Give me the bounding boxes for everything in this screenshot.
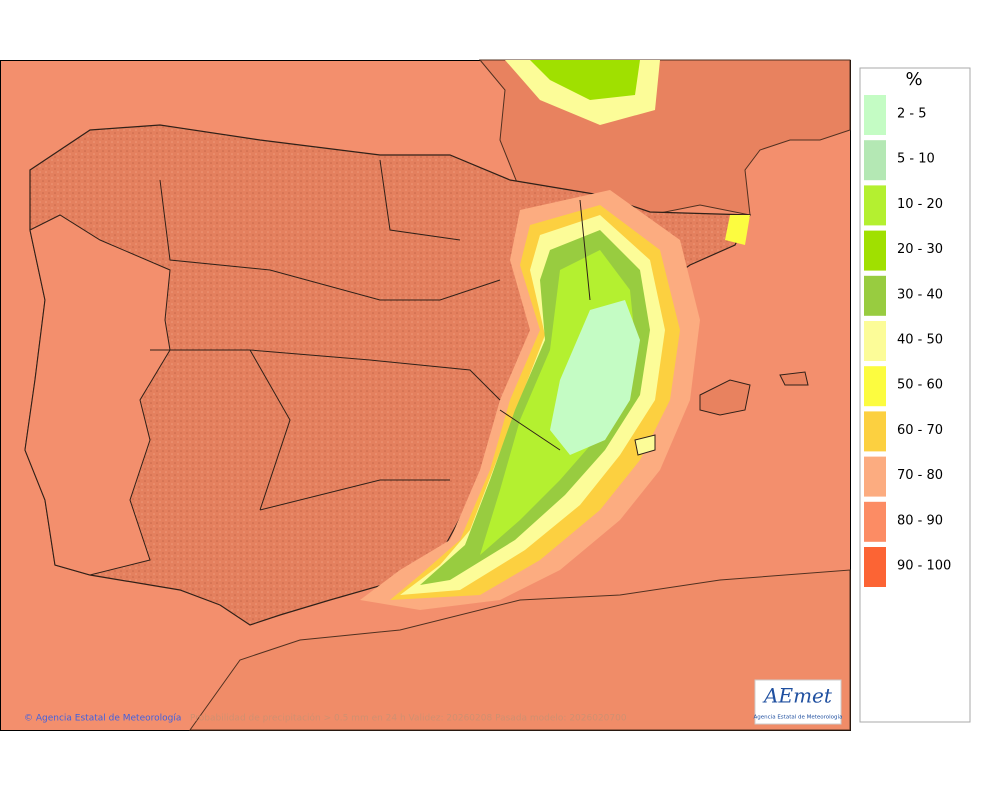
legend-label: 70 - 80 <box>897 468 943 483</box>
legend-swatch <box>864 275 886 316</box>
legend-swatch <box>864 321 886 361</box>
legend-title: % <box>905 69 922 90</box>
legend-label: 40 - 50 <box>897 333 943 348</box>
band-ne <box>725 215 750 245</box>
legend-swatch <box>864 230 886 271</box>
legend-swatch <box>864 366 886 407</box>
region-borders <box>150 159 591 511</box>
legend: % 2 - 5 5 - 10 10 - 20 20 - 30 30 - 40 40 - 5… <box>859 67 971 723</box>
mallorca <box>699 379 751 416</box>
logo-box <box>754 679 842 725</box>
ibiza <box>634 434 656 456</box>
portugal <box>24 214 171 576</box>
logo-subtitle: Agencia Estatal de Meteorología <box>754 714 843 721</box>
legend-swatch <box>864 501 886 542</box>
credit: © Agencia Estatal de Meteorología <box>24 714 181 724</box>
menorca <box>779 371 809 386</box>
legend-swatch <box>864 456 886 497</box>
legend-label: 60 - 70 <box>897 423 943 438</box>
logo-name: AEmet <box>762 684 833 708</box>
legend-swatch <box>864 547 886 587</box>
legend-swatch <box>864 411 886 452</box>
legend-label: 90 - 100 <box>897 559 951 574</box>
legend-label: 10 - 20 <box>897 197 943 212</box>
legend-label: 5 - 10 <box>897 152 935 167</box>
legend-label: 2 - 5 <box>897 107 927 122</box>
legend-label: 30 - 40 <box>897 287 943 302</box>
legend-swatch <box>864 185 886 226</box>
legend-swatch <box>864 140 886 181</box>
band-2 <box>550 300 640 455</box>
map: © Agencia Estatal de Meteorología Probab… <box>0 59 851 731</box>
band-north-core <box>530 60 640 100</box>
legend-label: 20 - 30 <box>897 242 943 257</box>
legend-label: 80 - 90 <box>897 513 943 528</box>
caption: Probabilidad de precipitación > 0.5 mm e… <box>190 713 627 724</box>
legend-label: 50 - 60 <box>897 378 943 393</box>
legend-swatch <box>864 95 886 135</box>
africa <box>189 569 851 731</box>
